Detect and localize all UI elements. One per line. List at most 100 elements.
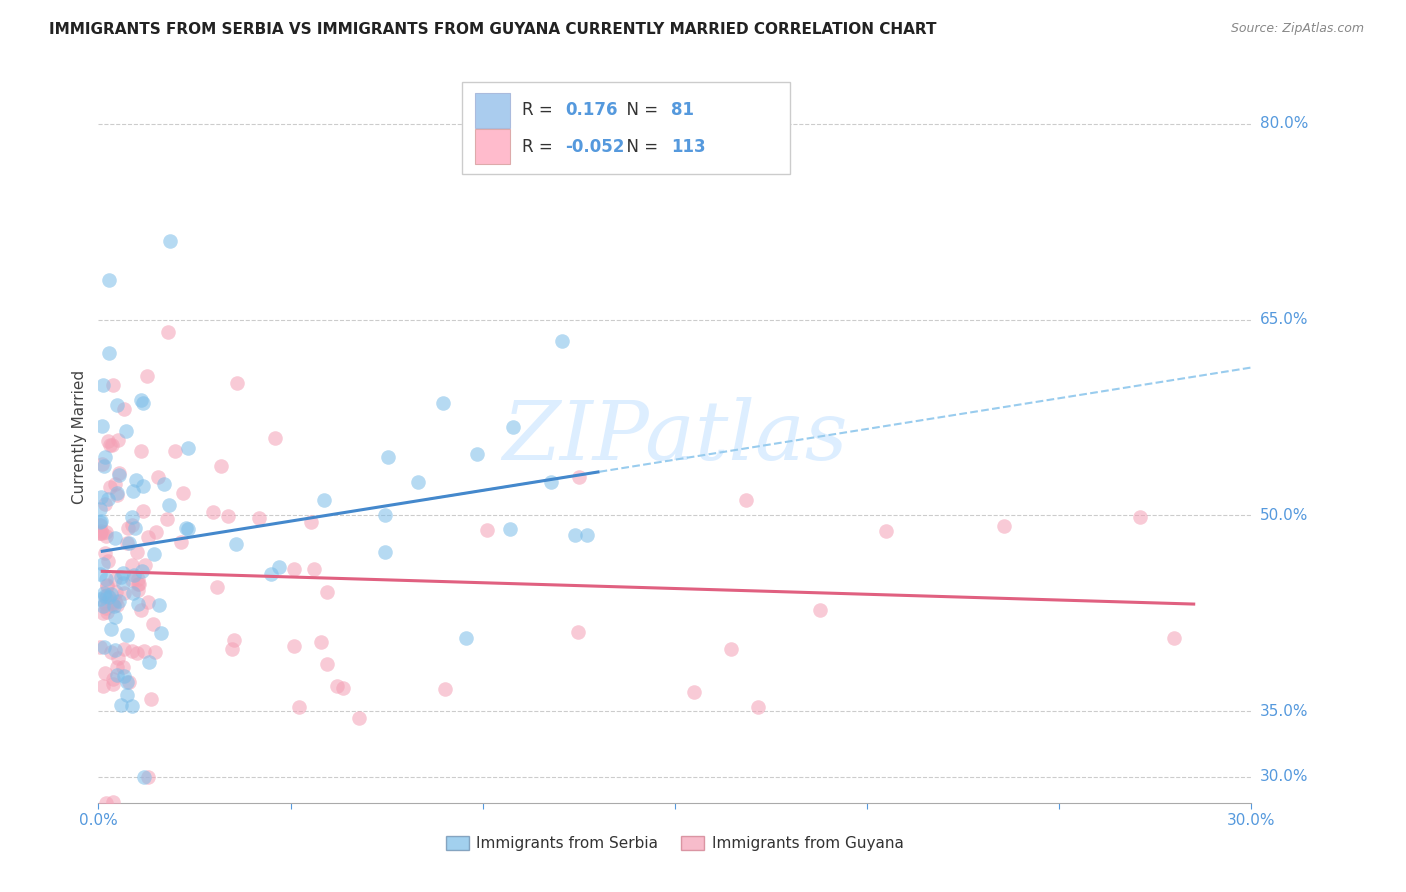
Point xyxy=(91,457,114,471)
Point xyxy=(96,529,118,543)
Point xyxy=(89,518,111,533)
Point xyxy=(134,558,156,572)
Point xyxy=(96,605,118,619)
Point xyxy=(125,646,148,660)
Point xyxy=(112,669,135,683)
Point xyxy=(112,402,135,417)
Point xyxy=(93,557,115,571)
Text: R =: R = xyxy=(522,137,558,156)
Text: 50.0%: 50.0% xyxy=(1260,508,1308,523)
Point xyxy=(152,477,174,491)
Point xyxy=(406,475,429,490)
Point xyxy=(104,585,127,599)
Text: -0.052: -0.052 xyxy=(565,137,624,156)
Point xyxy=(96,579,118,593)
Point xyxy=(222,633,245,648)
Point xyxy=(117,521,139,535)
Point xyxy=(98,590,121,604)
Point xyxy=(89,525,111,540)
Point xyxy=(142,547,165,561)
Text: 65.0%: 65.0% xyxy=(1260,312,1308,327)
Point xyxy=(97,346,120,360)
Point xyxy=(111,566,134,581)
Point xyxy=(112,660,135,674)
Text: 0.176: 0.176 xyxy=(565,101,617,120)
Point xyxy=(112,641,135,656)
Text: ZIPatlas: ZIPatlas xyxy=(502,397,848,477)
Point xyxy=(93,458,115,473)
Point xyxy=(121,698,143,713)
Point xyxy=(93,640,115,654)
Point xyxy=(177,441,200,455)
Point xyxy=(93,586,115,600)
Point xyxy=(332,681,354,695)
Point xyxy=(96,572,118,586)
Point xyxy=(98,438,121,452)
Point xyxy=(567,624,589,639)
Point xyxy=(169,535,191,549)
Point xyxy=(97,554,120,568)
Point xyxy=(131,564,153,578)
Point xyxy=(127,577,149,591)
Point xyxy=(103,597,125,611)
Point xyxy=(288,699,311,714)
Text: N =: N = xyxy=(616,101,664,120)
Point xyxy=(96,591,118,606)
Point xyxy=(124,473,146,487)
Point xyxy=(177,522,200,536)
FancyBboxPatch shape xyxy=(461,82,790,174)
Point xyxy=(101,676,124,690)
Point xyxy=(156,512,179,526)
Point xyxy=(115,536,138,550)
Point xyxy=(122,484,145,499)
Point xyxy=(107,599,129,613)
Point xyxy=(94,666,117,681)
Point xyxy=(136,531,159,545)
Point xyxy=(221,641,243,656)
Point xyxy=(1129,509,1152,524)
Point xyxy=(89,640,111,654)
Point xyxy=(105,668,128,682)
Point xyxy=(110,698,132,712)
Point xyxy=(93,679,115,693)
Point xyxy=(97,273,120,287)
Point xyxy=(142,616,165,631)
Point xyxy=(129,392,152,407)
Point xyxy=(136,595,159,609)
Point xyxy=(808,602,831,616)
Point xyxy=(121,509,143,524)
Point xyxy=(89,567,111,582)
Point xyxy=(97,434,120,448)
Point xyxy=(101,672,124,686)
Point xyxy=(100,586,122,600)
Point xyxy=(993,518,1015,533)
Point xyxy=(316,657,339,672)
Point xyxy=(90,526,112,541)
Point xyxy=(374,545,396,559)
Point xyxy=(302,562,325,576)
Point xyxy=(103,599,125,613)
Point xyxy=(96,588,118,602)
Point xyxy=(94,590,117,604)
Text: 113: 113 xyxy=(672,137,706,156)
Point xyxy=(115,628,138,642)
Point xyxy=(136,368,159,383)
Point xyxy=(125,545,148,559)
Text: N =: N = xyxy=(616,137,664,156)
Point xyxy=(132,644,155,658)
Point xyxy=(105,488,128,502)
Point xyxy=(122,586,145,600)
Point xyxy=(107,433,129,447)
Point xyxy=(205,580,228,594)
Point xyxy=(127,583,149,598)
Point xyxy=(89,515,111,529)
Point xyxy=(115,688,138,702)
Point xyxy=(1163,631,1185,645)
Point xyxy=(139,692,162,706)
Point xyxy=(174,521,197,535)
Point xyxy=(283,640,305,654)
Point xyxy=(127,573,149,587)
Point xyxy=(209,458,232,473)
Point xyxy=(93,599,115,613)
Point xyxy=(96,601,118,615)
